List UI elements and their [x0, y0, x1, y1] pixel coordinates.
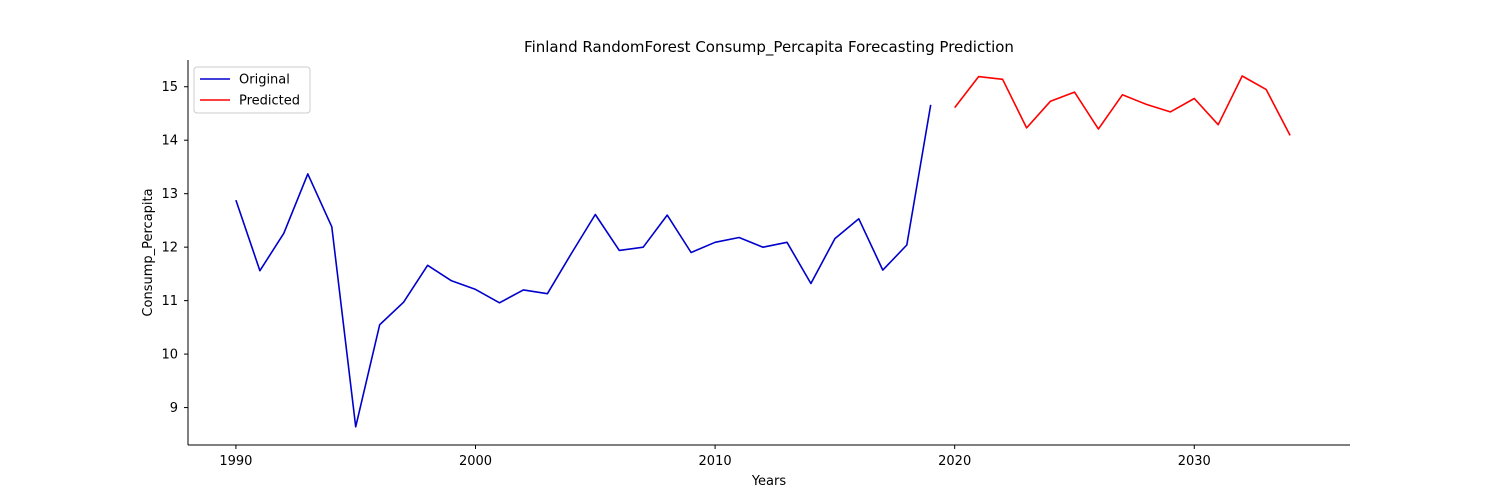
series-layer: [235, 75, 1291, 428]
y-tick-label: 10: [161, 348, 178, 363]
y-tick-label: 13: [161, 187, 178, 202]
legend-label-predicted: Predicted: [239, 94, 300, 109]
y-axis-ticks: 9 10 11 12 13 14 15: [161, 80, 188, 416]
y-tick-label: 14: [161, 134, 178, 149]
series-line-predicted: [954, 75, 1291, 136]
x-tick-label: 2030: [1178, 454, 1211, 469]
x-axis-ticks: 1990 2000 2010 2020 2030: [219, 445, 1211, 469]
series-line-original: [235, 104, 932, 428]
y-tick-label: 11: [161, 294, 178, 309]
axes: [187, 60, 1350, 446]
legend-label-original: Original: [239, 73, 290, 88]
x-tick-label: 1990: [219, 454, 252, 469]
y-tick-label: 9: [170, 401, 178, 416]
chart-title: Finland RandomForest Consump_Percapita F…: [524, 38, 1014, 57]
y-tick-label: 12: [161, 241, 178, 256]
y-tick-label: 15: [161, 80, 178, 95]
legend: Original Predicted: [193, 66, 311, 114]
y-axis-label: Consump_Percapita: [141, 188, 156, 316]
x-tick-label: 2010: [699, 454, 732, 469]
x-tick-label: 2000: [459, 454, 492, 469]
x-tick-label: 2020: [938, 454, 971, 469]
x-axis-label: Years: [751, 474, 787, 489]
